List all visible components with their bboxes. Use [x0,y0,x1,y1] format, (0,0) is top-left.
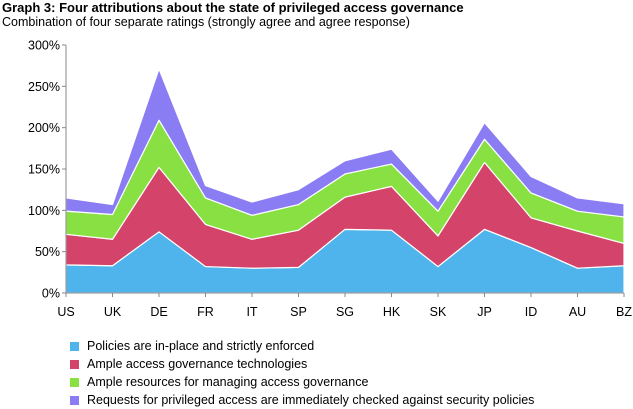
y-tick-label: 200% [28,121,60,135]
legend-label: Requests for privileged access are immed… [87,393,535,407]
x-tick-label: BZ [616,305,632,319]
x-tick-label: IT [246,305,257,319]
legend-item: Requests for privileged access are immed… [70,391,534,409]
x-tick-label: SG [336,305,354,319]
area-series-4 [65,68,625,218]
x-tick-label: FR [197,305,214,319]
x-tick-label: US [57,305,74,319]
stacked-area-chart: 0% 50% 100% 150% 200% 250% 300% US UK DE FR IT SP SG… [28,39,632,320]
legend-label: Ample access governance technologies [87,357,308,371]
y-tick-label: 250% [28,80,60,94]
legend-label: Policies are in-place and strictly enfor… [87,339,315,353]
legend-item: Ample resources for managing access gove… [70,373,534,391]
legend-swatch [70,377,79,387]
legend-item: Ample access governance technologies [70,355,534,373]
x-tick-label: HK [383,305,401,319]
y-tick-label: 0% [42,287,60,301]
y-tick-label: 50% [35,245,60,259]
x-tick-label: SP [290,305,307,319]
x-tick-label: UK [104,305,122,319]
legend-label: Ample resources for managing access gove… [87,375,369,389]
legend-swatch [70,359,79,369]
chart-title: Graph 3: Four attributions about the sta… [2,0,464,15]
y-tick-label: 100% [28,204,60,218]
x-axis-ticks: US UK DE FR IT SP SG HK SK JP ID AU BZ [57,293,632,319]
x-tick-label: ID [525,305,538,319]
legend-swatch [70,341,79,351]
y-axis-ticks: 0% 50% 100% 150% 200% 250% 300% [28,39,66,301]
x-tick-label: SK [430,305,447,319]
legend-item: Policies are in-place and strictly enfor… [70,337,534,355]
area-layers [65,68,625,294]
x-tick-label: AU [569,305,586,319]
chart-legend: Policies are in-place and strictly enfor… [70,337,534,409]
y-tick-label: 150% [28,163,60,177]
legend-swatch [70,395,79,405]
y-tick-label: 300% [28,39,60,53]
x-tick-label: DE [150,305,167,319]
x-tick-label: JP [477,305,492,319]
chart-subtitle: Combination of four separate ratings (st… [2,15,410,29]
